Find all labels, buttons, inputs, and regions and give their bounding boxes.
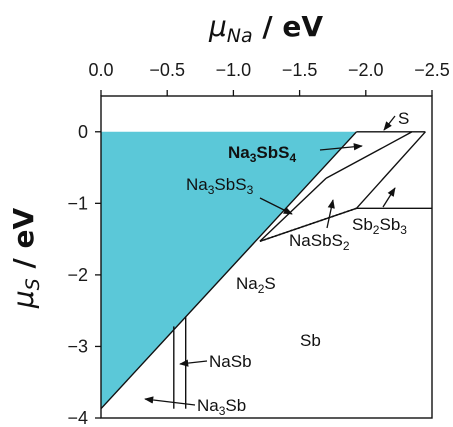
y-tick-label: −1 — [67, 193, 88, 213]
arrow-sb2sb3 — [382, 187, 396, 208]
label-sb2sb3-part: 2 — [373, 223, 380, 237]
y-axis-mu: μ — [7, 290, 40, 309]
arrow-na3sbs3 — [259, 197, 293, 215]
sb2sb3-right-line — [355, 131, 426, 209]
label-na3sb-part: Sb — [225, 396, 246, 415]
nasbs2-upper-line — [259, 177, 327, 242]
y-tick-label: −2 — [67, 265, 88, 285]
x-axis-unit: / eV — [253, 10, 324, 43]
x-axis-sub: Na — [227, 25, 253, 47]
na3sbs3-dotted-line — [259, 207, 357, 243]
label-s-part: S — [398, 109, 409, 128]
label-na3sbs4-part: 3 — [250, 151, 257, 165]
label-sb-part: Sb — [300, 331, 321, 350]
y-axis-unit: / eV — [7, 208, 40, 279]
x-tick-label: 0.0 — [88, 60, 113, 80]
label-na3sbs3-part: Na — [186, 175, 208, 194]
label-nasb-part: NaSb — [209, 352, 252, 371]
label-nasbs2-part: 2 — [343, 239, 350, 253]
label-na3sb-part: 3 — [219, 404, 226, 418]
label-na2s-part: S — [264, 274, 275, 293]
arrow-s — [383, 115, 396, 131]
label-na3sbs3-part: 3 — [208, 183, 215, 197]
label-na3sbs3-part: 3 — [247, 183, 254, 197]
x-tick-label: −0.5 — [149, 60, 185, 80]
y-tick-label: −3 — [67, 336, 88, 356]
arrow-na3sb — [144, 396, 196, 406]
label-sb2sb3-part: 3 — [400, 223, 407, 237]
label-na3sbs3-part: SbS — [214, 175, 246, 194]
label-na3sbs4-part: Na — [228, 143, 250, 162]
na2s-boundary-line — [100, 131, 358, 410]
label-na2s: Na2S — [236, 274, 276, 296]
y-axis-sub: S — [22, 278, 44, 290]
label-nasb: NaSb — [209, 352, 252, 371]
x-axis-mu: μ — [208, 10, 227, 43]
label-nasbs2-part: NaSbS — [289, 231, 343, 250]
label-na2s-part: 2 — [258, 282, 265, 296]
label-sb2sb3-part: Sb — [352, 215, 373, 234]
arrow-nasbs2 — [326, 199, 335, 229]
y-tick-label: 0 — [78, 122, 88, 142]
label-na2s-part: Na — [236, 274, 258, 293]
label-sb2sb3-part: Sb — [379, 215, 400, 234]
label-sb2sb3: Sb2Sb3 — [352, 215, 407, 237]
y-axis-title: μS / eV — [7, 208, 44, 310]
label-nasbs2: NaSbS2 — [289, 231, 350, 253]
label-na3sbs4-part: SbS — [256, 143, 289, 162]
label-sb: Sb — [300, 331, 321, 350]
label-na3sbs4-part: 4 — [289, 151, 296, 165]
y-tick-label: −4 — [67, 408, 88, 427]
label-na3sb-part: Na — [197, 396, 219, 415]
label-na3sbs3: Na3SbS3 — [186, 175, 254, 197]
plot-frame — [100, 95, 433, 419]
x-tick-label: −1.5 — [282, 60, 318, 80]
x-axis-title: μNa / eV — [208, 10, 323, 47]
label-s: S — [398, 109, 409, 128]
x-tick-label: −2.0 — [348, 60, 384, 80]
arrow-nasb — [179, 359, 208, 367]
x-tick-label: −1.0 — [216, 60, 252, 80]
label-na3sbs4: Na3SbS4 — [228, 143, 296, 165]
arrow-na3sbs4 — [319, 143, 363, 151]
label-na3sb: Na3Sb — [197, 396, 246, 418]
na3sbs4-line-line — [325, 131, 413, 179]
x-tick-label: −2.5 — [414, 60, 450, 80]
